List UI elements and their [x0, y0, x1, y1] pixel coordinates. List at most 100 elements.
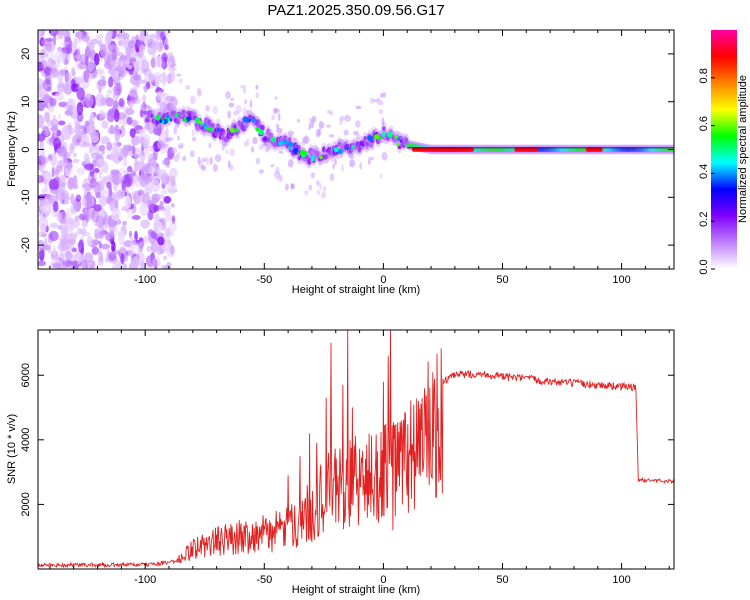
snr-frame: [37, 329, 675, 570]
spectrogram-noise-blob: [73, 152, 77, 158]
spectrogram-scatter-blob: [206, 156, 209, 166]
y-tick-label: 2000: [20, 492, 32, 516]
spectrogram-noise-blob: [151, 241, 159, 253]
spectrogram-scatter-blob: [191, 129, 195, 137]
snr-xlabel: Height of straight line (km): [292, 584, 420, 596]
spectrogram-scatter-blob: [235, 105, 242, 114]
spectrogram-noise-blob: [157, 90, 162, 101]
x-tick-label: -100: [134, 574, 156, 586]
spectrogram-noise-blob: [96, 33, 104, 40]
spectrogram-ridge-knot: [310, 154, 315, 160]
spectrogram-ridge-knot: [374, 134, 380, 140]
spectrogram-scatter-blob: [227, 110, 232, 120]
spectrogram-ridge-knot: [234, 128, 239, 133]
spectrogram-noise-blob: [72, 134, 82, 147]
spectrogram-ridge-knot: [367, 135, 373, 142]
spectrogram-noise-blob: [154, 75, 160, 88]
spectrogram-noise-blob: [62, 259, 73, 268]
spectrogram-scatter-blob: [337, 139, 344, 143]
spectrogram-noise-blob: [64, 152, 71, 159]
spectrogram-noise-blob: [122, 157, 128, 168]
spectrogram-noise-blob: [64, 72, 72, 84]
spectrogram-scatter-blob: [367, 159, 371, 165]
spectrogram-noise-blob: [114, 108, 120, 123]
spectrogram-noise-blob: [86, 42, 95, 51]
spectrogram-scatter-blob: [273, 107, 278, 115]
spectrogram-scatter-blob: [178, 142, 185, 147]
spectrogram-scatter-blob: [197, 156, 201, 165]
spectrogram-noise-blob: [44, 183, 49, 193]
spectrogram-noise-blob: [82, 207, 90, 214]
spectrogram-noise-blob: [58, 174, 67, 188]
spectrogram-noise-blob: [139, 109, 144, 118]
spectrogram-noise-blob: [42, 172, 53, 181]
spectrogram-noise-blob: [112, 264, 116, 269]
spectrogram-noise-blob: [69, 142, 75, 155]
spectrogram-noise-blob: [39, 165, 45, 174]
spectrogram-ridge-knot: [292, 147, 299, 154]
spectrogram-scatter-blob: [201, 157, 207, 163]
spectrogram-scatter-blob: [355, 105, 362, 110]
spectrogram-scatter-blob: [178, 78, 184, 84]
spectrogram-noise-blob: [59, 238, 69, 244]
spectrogram-noise-blob: [58, 120, 66, 126]
spectrogram-scatter-blob: [170, 147, 178, 154]
spectrogram-scatter-blob: [208, 142, 212, 149]
spectrogram-noise-blob: [81, 35, 91, 42]
spectrogram-scatter-blob: [252, 136, 258, 145]
spectrogram-noise-blob: [164, 227, 171, 237]
spectrogram-scatter-blob: [296, 118, 301, 123]
spectrogram-noise-blob: [78, 213, 88, 221]
spectrogram-noise-blob: [77, 46, 81, 59]
spectrogram-noise-blob: [73, 83, 79, 88]
spectrogram-noise-blob: [44, 111, 51, 123]
colorbar: 0.0 0.2 0.4 0.6 0.8 Normalized spectral ampl…: [698, 30, 749, 275]
spectrogram-noise-blob: [59, 69, 64, 75]
spectrogram-ridge-knot: [311, 158, 315, 162]
spectrogram-noise-blob: [86, 125, 93, 135]
spectrogram-noise-blob: [97, 226, 106, 240]
spectrogram-scatter-blob: [334, 159, 337, 166]
spectrogram-noise-blob: [122, 220, 127, 226]
spectrogram-noise-blob: [101, 150, 105, 155]
spectrogram-noise-blob: [67, 104, 74, 116]
spectrogram-noise-blob: [153, 205, 159, 212]
spectrogram-ridge-knot: [394, 135, 398, 139]
spectrogram-ridge-knot: [252, 118, 257, 123]
spectrogram-scatter-blob: [185, 85, 191, 90]
spectrogram-noise-blob: [71, 107, 78, 112]
spectrogram-noise-blob: [65, 43, 73, 55]
snr-series-line: [38, 330, 674, 569]
spectrogram-noise-blob: [133, 84, 140, 89]
spectrogram-scatter-blob: [246, 110, 249, 114]
spectrogram-scatter-blob: [221, 143, 226, 151]
spectrogram-scatter-blob: [339, 116, 346, 121]
spectrogram-noise-blob: [54, 92, 64, 102]
spectrogram-scatter-blob: [214, 154, 222, 163]
spectrogram-noise-blob: [59, 53, 66, 63]
spectrogram-noise-blob: [102, 176, 113, 184]
spectrogram-scatter-blob: [212, 106, 218, 115]
y-tick-label: 10: [20, 96, 32, 108]
spectrogram-scatter-blob: [258, 169, 265, 174]
spectrogram-noise-blob: [128, 40, 136, 49]
spectrogram-noise-blob: [142, 133, 151, 148]
spectrogram-noise-blob: [150, 57, 156, 68]
spectrogram-noise-blob: [86, 235, 93, 247]
spectrogram-noise-blob: [148, 33, 158, 39]
spectrogram-noise-blob: [109, 225, 115, 235]
spectrogram-noise-blob: [94, 34, 101, 41]
spectrogram-scatter-blob: [353, 130, 359, 136]
y-tick-label: 0: [20, 146, 32, 152]
spectrogram-ridge-point: [308, 147, 314, 155]
spectrogram-noise-blob: [132, 193, 138, 202]
spectrogram-scatter-blob: [227, 160, 231, 169]
spectrogram-noise-blob: [84, 163, 94, 171]
spectrogram-noise-blob: [113, 80, 122, 90]
x-tick-label: 50: [496, 574, 508, 586]
spectrogram-noise-blob: [157, 245, 162, 256]
spectrogram-scatter-blob: [376, 97, 381, 102]
spectrogram-scatter-blob: [293, 137, 298, 141]
spectrogram-ridge-knot: [159, 119, 163, 124]
spectrogram-noise-blob: [49, 97, 57, 107]
